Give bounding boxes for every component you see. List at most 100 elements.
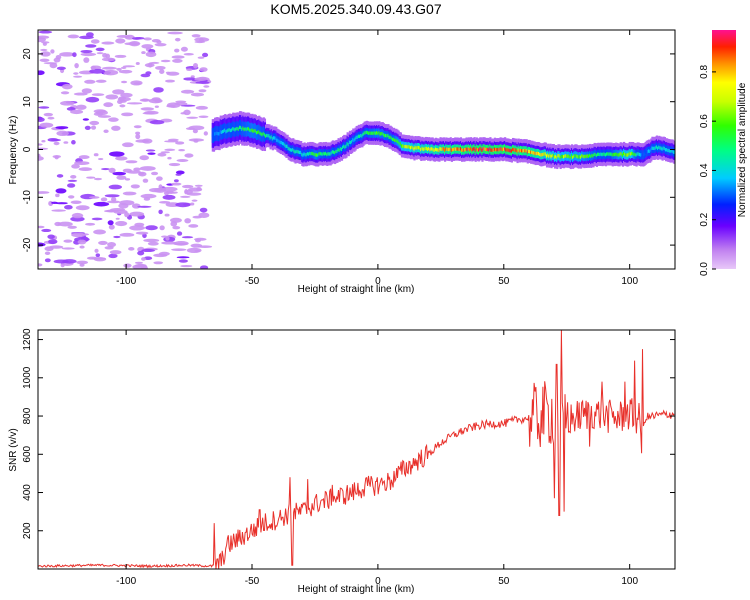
ridge-cell [404, 145, 407, 149]
ridge-cell [528, 149, 532, 154]
noise-cell [112, 89, 125, 95]
colorbar-tick-label: 0.6 [699, 114, 710, 128]
noise-cell [144, 63, 155, 68]
noise-cell [108, 151, 125, 157]
spectrogram-x-label: Height of straight line (km) [298, 284, 415, 295]
ridge-cell [230, 128, 234, 132]
ridge-cell [549, 153, 552, 157]
ridge-cell [589, 153, 592, 158]
ridge-cell [633, 152, 636, 157]
ridge-cell [374, 131, 378, 136]
ridge-cell [283, 142, 286, 146]
ridge-cell [298, 150, 302, 155]
ridge-cell [587, 154, 591, 159]
ridge-cell [212, 133, 216, 138]
noise-cell [53, 57, 61, 63]
noise-cell [182, 184, 194, 189]
noise-cell [171, 55, 185, 59]
chart-title: KOM5.2025.340.09.43.G07 [270, 1, 441, 17]
noise-cell [84, 125, 91, 130]
ridge-cell [291, 148, 294, 152]
noise-cell [103, 102, 114, 108]
noise-cell [198, 115, 209, 119]
ridge-cell [262, 131, 265, 136]
noise-cell [173, 179, 179, 183]
ridge-cell [322, 151, 325, 156]
noise-cell [191, 34, 201, 38]
noise-cell [93, 229, 106, 235]
ridge-cell [446, 147, 449, 151]
ridge-cell [338, 148, 341, 153]
noise-cell [115, 220, 128, 227]
ridge-cell [634, 152, 637, 157]
ridge-cell [559, 155, 562, 160]
ridge-cell [336, 149, 339, 154]
noise-cell [198, 89, 207, 93]
noise-cell [175, 202, 191, 208]
ridge-cell [377, 131, 380, 136]
noise-cell [194, 249, 201, 253]
ridge-cell [288, 147, 291, 151]
ridge-cell [253, 128, 256, 133]
noise-cell [164, 148, 176, 152]
ridge-cell [625, 153, 628, 157]
noise-cell [40, 51, 51, 57]
ridge-cell [246, 127, 250, 131]
noise-cell [115, 217, 120, 220]
noise-cell [38, 242, 46, 247]
noise-cell [71, 212, 84, 219]
noise-cell [111, 197, 117, 202]
ridge-cell [295, 149, 298, 154]
noise-cell [70, 200, 82, 204]
ridge-cell [583, 155, 586, 159]
noise-cell [90, 39, 100, 44]
ridge-cell [591, 153, 594, 158]
noise-cell [142, 178, 149, 183]
noise-cell [145, 51, 157, 58]
ridge-cell [557, 154, 560, 158]
ridge-cell [275, 136, 278, 140]
ridge-cell [339, 147, 342, 151]
noise-cell [59, 52, 75, 57]
ridge-cell [284, 143, 287, 147]
ridge-cell [363, 131, 366, 135]
ridge-cell [609, 152, 612, 156]
ridge-cell [646, 150, 650, 154]
ridge-cell [624, 152, 627, 157]
ridge-cell [280, 140, 284, 145]
noise-cell [109, 250, 122, 255]
ridge-cell [337, 147, 340, 152]
ridge-cell [371, 131, 374, 135]
noise-cell [159, 69, 165, 74]
noise-cell [171, 182, 182, 186]
noise-cell [190, 202, 195, 206]
noise-cell [164, 79, 176, 83]
noise-cell [93, 257, 107, 262]
ridge-cell [372, 131, 375, 136]
ridge-cell [229, 128, 233, 133]
ridge-cell [467, 147, 470, 151]
ridge-cell [244, 127, 247, 131]
ridge-cell [466, 147, 469, 152]
ridge-cell [410, 146, 413, 150]
noise-cell [40, 48, 48, 52]
y-tick-label: 600 [22, 446, 33, 463]
noise-cell [75, 205, 90, 211]
ridge-cell [319, 151, 322, 156]
ridge-cell [351, 140, 354, 144]
ridge-cell [279, 140, 282, 145]
ridge-cell [331, 150, 335, 154]
ridge-cell [430, 147, 433, 151]
ridge-cell [305, 153, 308, 157]
ridge-cell [532, 151, 535, 155]
noise-cell [151, 97, 161, 102]
noise-cell [191, 199, 198, 202]
noise-cell [139, 155, 150, 161]
noise-cell [121, 142, 134, 148]
spectrogram-x-ticks: -100 -50 0 50 100 [116, 30, 638, 287]
colorbar-gradient [712, 30, 736, 269]
ridge-cell [672, 150, 675, 154]
ridge-cell [364, 131, 367, 135]
colorbar-tick-label: 0.4 [699, 163, 710, 177]
